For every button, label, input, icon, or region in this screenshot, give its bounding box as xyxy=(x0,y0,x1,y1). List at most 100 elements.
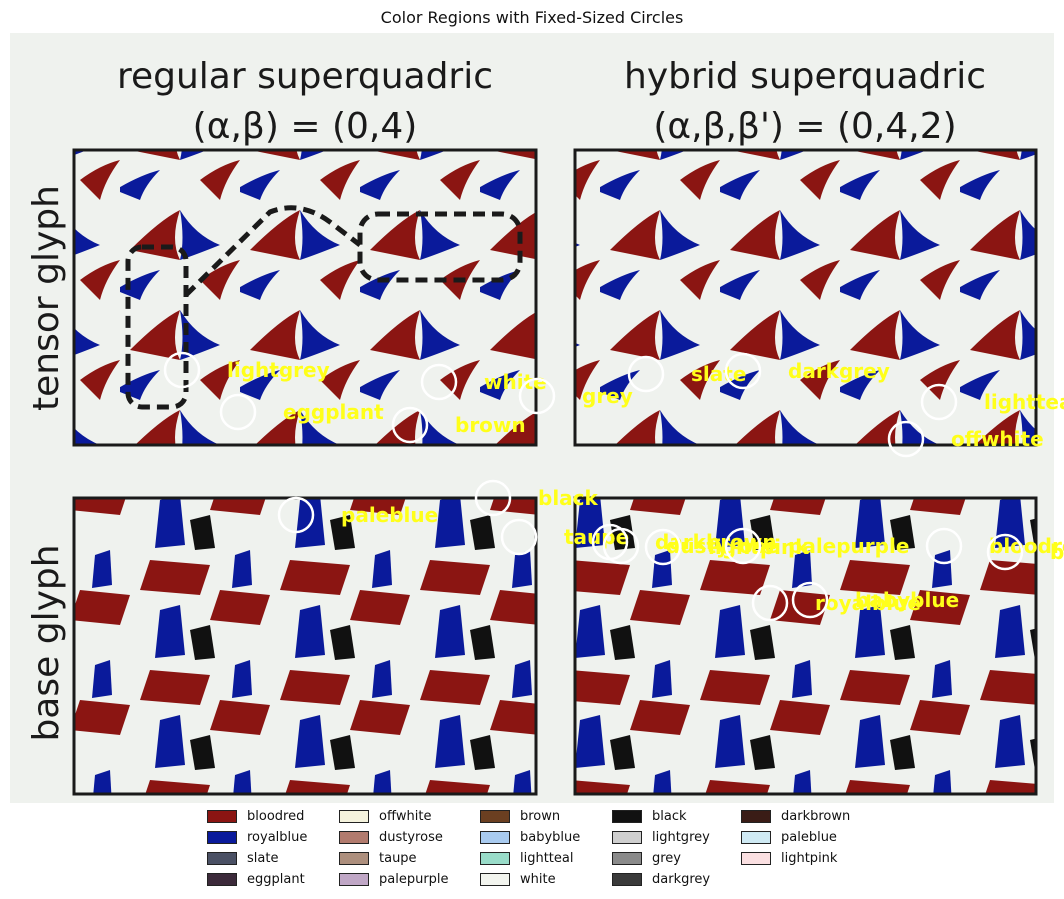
legend-label: eggplant xyxy=(247,872,305,887)
legend-label: paleblue xyxy=(781,830,837,845)
marker-circle-babyblue xyxy=(791,581,829,619)
marker-circle-paleblue xyxy=(277,496,315,534)
panel-bottom-left xyxy=(72,496,538,796)
legend-item-bloodred: bloodred xyxy=(207,806,347,827)
legend-item-brown: brown xyxy=(480,806,620,827)
legend-swatch xyxy=(339,852,369,865)
legend-swatch xyxy=(480,852,510,865)
marker-label-royalblue: royalblue xyxy=(815,591,921,615)
legend-item-darkbrown: darkbrown xyxy=(741,806,881,827)
marker-circle-slate xyxy=(627,355,665,393)
marker-circle-darkgrey xyxy=(724,352,762,390)
legend-item-black: black xyxy=(612,806,752,827)
legend-swatch xyxy=(339,810,369,823)
marker-circle-grey xyxy=(518,377,556,415)
marker-label-paleblue: paleblue xyxy=(341,503,438,527)
legend-label: bloodred xyxy=(247,809,305,824)
legend-label: taupe xyxy=(379,851,417,866)
legend-swatch xyxy=(480,873,510,886)
marker-label-grey: grey xyxy=(582,384,633,408)
marker-circle-offwhite xyxy=(887,420,925,458)
dashed-outline-vertical xyxy=(125,244,189,410)
legend-item-darkgrey: darkgrey xyxy=(612,869,752,890)
legend-column: bloodred royalblue slate eggplant xyxy=(207,806,347,890)
legend-label: offwhite xyxy=(379,809,432,824)
legend-item-lightpink: lightpink xyxy=(741,848,881,869)
legend-swatch xyxy=(480,831,510,844)
legend-item-dustyrose: dustyrose xyxy=(339,827,479,848)
marker-label-white: white xyxy=(484,370,547,394)
col-left-title: regular superquadric xyxy=(117,56,493,97)
legend-label: lightteal xyxy=(520,851,574,866)
marker-circle-taupe xyxy=(500,518,538,556)
legend-swatch xyxy=(741,852,771,865)
legend-swatch xyxy=(480,810,510,823)
marker-label-eggplant: eggplant xyxy=(283,400,384,424)
col-right-params: (α,β,β') = (0,4,2) xyxy=(653,106,956,147)
marker-label-bloodred: bloodred xyxy=(989,534,1064,558)
marker-label-bloodred: bloodred xyxy=(1050,540,1064,564)
marker-circle-brown xyxy=(391,406,429,444)
legend-swatch xyxy=(612,873,642,886)
marker-circle-black xyxy=(474,479,512,517)
legend-item-paleblue: paleblue xyxy=(741,827,881,848)
legend-column: brown babyblue lightteal white xyxy=(480,806,620,890)
marker-label-black: black xyxy=(538,486,599,510)
marker-circle-lightgrey xyxy=(163,351,201,389)
col-right-title: hybrid superquadric xyxy=(624,56,986,97)
row-top-label: tensor glyph xyxy=(26,185,67,411)
legend-label: black xyxy=(652,809,687,824)
legend-swatch xyxy=(612,810,642,823)
legend-label: lightgrey xyxy=(652,830,710,845)
col-left-params: (α,β) = (0,4) xyxy=(193,106,418,147)
legend-column: darkbrown paleblue lightpink xyxy=(741,806,881,869)
legend-swatch xyxy=(612,852,642,865)
marker-circle-lightteal xyxy=(920,383,958,421)
legend-swatch xyxy=(207,873,237,886)
marker-circle-eggplant xyxy=(219,393,257,431)
legend-swatch xyxy=(741,810,771,823)
legend-item-lightgrey: lightgrey xyxy=(612,827,752,848)
legend-item-grey: grey xyxy=(612,848,752,869)
legend-label: babyblue xyxy=(520,830,581,845)
legend-label: white xyxy=(520,872,556,887)
legend-swatch xyxy=(207,810,237,823)
legend-item-royalblue: royalblue xyxy=(207,827,347,848)
marker-label-palepurple: palepurple xyxy=(788,534,909,558)
legend-item-eggplant: eggplant xyxy=(207,869,347,890)
row-bottom-label: base glyph xyxy=(26,544,67,741)
legend-item-babyblue: babyblue xyxy=(480,827,620,848)
marker-circle-bloodred xyxy=(986,533,1024,571)
legend-item-lightteal: lightteal xyxy=(480,848,620,869)
legend-item-palepurple: palepurple xyxy=(339,869,479,890)
legend-item-offwhite: offwhite xyxy=(339,806,479,827)
legend-label: lightpink xyxy=(781,851,838,866)
legend-label: darkbrown xyxy=(781,809,851,824)
legend-column: black lightgrey grey darkgrey xyxy=(612,806,752,890)
legend-swatch xyxy=(339,831,369,844)
marker-label-babyblue: babyblue xyxy=(855,588,959,612)
legend-label: brown xyxy=(520,809,561,824)
marker-circle-royalblue xyxy=(751,584,789,622)
marker-label-lightteal: lightteal xyxy=(984,390,1064,414)
dashed-outline-horizontal xyxy=(357,211,523,283)
legend-item-taupe: taupe xyxy=(339,848,479,869)
chart-title: Color Regions with Fixed-Sized Circles xyxy=(380,8,684,27)
marker-circle-lightpink xyxy=(644,528,682,566)
panel-top-right xyxy=(573,148,1038,447)
marker-label-darkgrey: darkgrey xyxy=(788,359,890,383)
panel-bottom-right xyxy=(573,496,1038,796)
legend-label: slate xyxy=(247,851,279,866)
legend-label: palepurple xyxy=(379,872,449,887)
marker-label-slate: slate xyxy=(691,362,746,386)
legend-item-white: white xyxy=(480,869,620,890)
legend-label: royalblue xyxy=(247,830,308,845)
marker-circle-bloodred xyxy=(925,527,963,565)
legend-swatch xyxy=(741,831,771,844)
legend-swatch xyxy=(207,852,237,865)
marker-circle-palepurple xyxy=(724,527,762,565)
marker-label-brown: brown xyxy=(455,413,526,437)
marker-label-offwhite: offwhite xyxy=(951,427,1044,451)
legend-column: offwhite dustyrose taupe palepurple xyxy=(339,806,479,890)
